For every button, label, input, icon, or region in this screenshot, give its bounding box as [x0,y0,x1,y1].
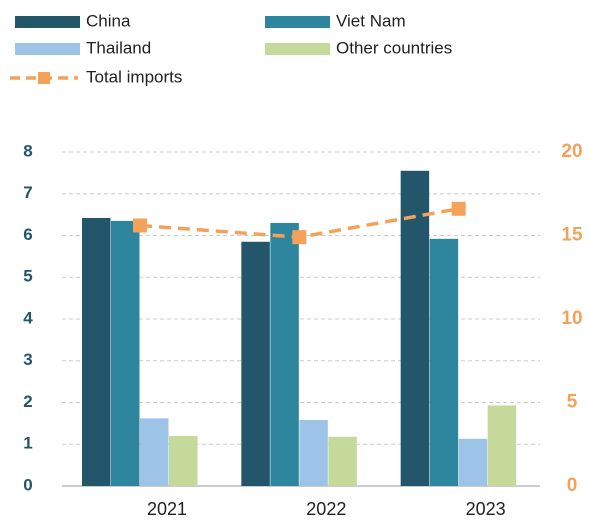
legend-swatch [265,43,330,55]
legend-swatch [265,16,330,28]
legend-swatch [15,43,80,55]
y-tick-label: 6 [23,225,32,244]
bar [400,170,430,486]
bar [241,241,270,486]
y2-tick-label: 5 [567,392,578,413]
legend-marker [38,72,50,84]
bar [111,220,140,486]
marker [451,201,466,216]
bar [487,405,517,486]
x-tick-label: 2021 [147,499,187,519]
legend-label: Thailand [86,38,151,57]
y-tick-label: 3 [23,350,32,369]
y-tick-label: 5 [23,267,32,286]
y2-tick-label: 15 [561,225,583,246]
y-tick-label: 4 [23,308,33,327]
bar [299,420,328,486]
y-tick-label: 0 [23,475,32,494]
y-tick-label: 2 [23,392,32,411]
x-tick-label: 2022 [306,499,346,519]
marker [133,218,147,233]
legend-label: China [86,11,131,30]
x-tick-label: 2023 [466,499,506,519]
legend-label: Viet Nam [336,11,406,30]
bar [270,222,299,486]
legend-label: Total imports [86,67,182,86]
bar [169,435,198,486]
y-tick-label: 1 [23,434,32,453]
legend-swatch [15,16,80,28]
bar [458,438,488,486]
bar [328,436,357,486]
bar [82,217,111,486]
legend-label: Other countries [336,38,452,57]
y2-tick-label: 10 [561,308,582,329]
bar [429,238,459,486]
y2-tick-label: 20 [561,141,582,162]
bar [140,418,169,486]
y2-tick-label: 0 [567,475,578,496]
y-tick-label: 7 [23,183,32,202]
marker [292,230,307,245]
y-tick-label: 8 [23,141,32,160]
